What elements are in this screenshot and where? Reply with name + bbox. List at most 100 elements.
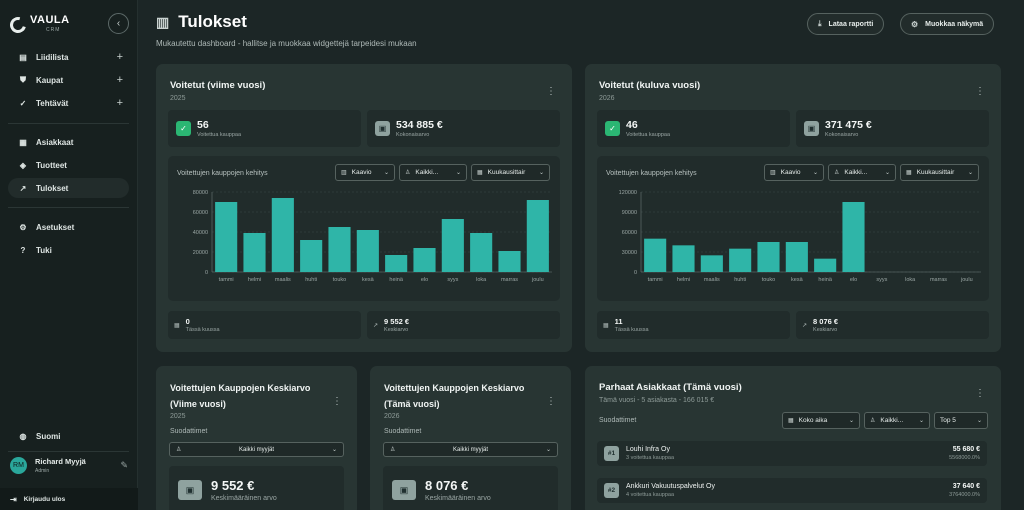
money-icon: ▣ <box>375 121 390 136</box>
building-icon: ▦ <box>19 137 27 147</box>
chart-type-select[interactable]: ▥ Kaavio ⌄ <box>335 164 395 181</box>
sidebar-item-liidilista[interactable]: ▤ Liidilista + <box>8 47 129 67</box>
more-vertical-icon[interactable]: ⋮ <box>332 396 342 407</box>
x-tick-label: loka <box>905 277 916 283</box>
customer-name: Louhi Infra Oy <box>626 446 670 453</box>
chevron-down-icon: ⌄ <box>331 447 337 453</box>
pencil-icon[interactable]: ✎ <box>120 460 128 470</box>
stat-label: Kokonaisarvo <box>396 132 430 138</box>
page-subtitle: Mukautettu dashboard - hallitse ja muokk… <box>156 39 417 48</box>
seller-filter-select[interactable]: ♙ Kaikki myyjät ⌄ <box>169 442 344 457</box>
more-vertical-icon[interactable]: ⋮ <box>975 86 985 97</box>
x-tick-label: helmi <box>248 277 261 283</box>
gear-icon: ⚙ <box>19 222 27 232</box>
card-title-line1: Voitettujen Kauppojen Keskiarvo <box>170 383 311 393</box>
sidebar-item-tuki[interactable]: ? Tuki <box>8 240 129 260</box>
chevron-down-icon: ⌄ <box>545 447 551 453</box>
card-year: 2026 <box>599 95 615 102</box>
won-count-stat: ✓ 46 Voitettua kauppaa <box>597 110 790 147</box>
download-report-button[interactable]: ⤓ Lataa raportti <box>807 13 885 35</box>
card-year: 2025 <box>170 413 186 420</box>
customer-row[interactable]: #1 Louhi Infra Oy 3 voitettua kauppaa 55 … <box>597 441 987 466</box>
x-tick-label: heinä <box>818 277 832 283</box>
bar-tammi <box>644 238 667 272</box>
y-tick-label: 40000 <box>193 230 208 236</box>
more-vertical-icon[interactable]: ⋮ <box>546 396 556 407</box>
card-subtitle: Tämä vuosi - 5 asiakasta - 166 015 € <box>599 397 715 404</box>
page-title-text: Tulokset <box>178 12 247 31</box>
seller-value: Kaikki... <box>880 417 904 424</box>
language-selector[interactable]: ◍ Suomi <box>8 426 129 446</box>
chevron-down-icon: ⌄ <box>538 170 544 176</box>
gear-icon: ⚙ <box>911 19 919 29</box>
logout-button[interactable]: ⇥ Kirjaudu ulos <box>0 488 138 510</box>
seller-select[interactable]: ♙ Kaikki... ⌄ <box>864 412 930 429</box>
x-tick-label: elo <box>421 277 428 283</box>
more-vertical-icon[interactable]: ⋮ <box>975 388 985 399</box>
total-value-stat: ▣ 371 475 € Kokonaisarvo <box>796 110 989 147</box>
bar-syys <box>441 219 464 272</box>
average-label: Keskimääräinen arvo <box>211 495 277 502</box>
rank-badge: #1 <box>604 446 619 461</box>
x-tick-label: helmi <box>677 277 690 283</box>
foot-value: 8 076 € <box>813 317 839 326</box>
more-vertical-icon[interactable]: ⋮ <box>546 86 556 97</box>
x-tick-label: huhti <box>305 277 317 283</box>
card-title: Voitetut (kuluva vuosi) <box>599 80 701 91</box>
check-icon: ✓ <box>176 121 191 136</box>
customer-row[interactable]: #2 Ankkuri Vakuutuspalvelut Oy 4 voitettu… <box>597 478 987 503</box>
seller-select[interactable]: ♙ Kaikki... ⌄ <box>399 164 467 181</box>
y-tick-label: 60000 <box>622 230 637 236</box>
seller-value: Kaikki... <box>844 169 868 176</box>
won-deals-current-year-card: Voitetut (kuluva vuosi) 2026 ⋮ ✓ 46 Voite… <box>585 64 1001 352</box>
seller-select[interactable]: ♙ Kaikki... ⌄ <box>828 164 896 181</box>
average-value: 8 076 € <box>425 478 469 493</box>
plus-icon[interactable]: + <box>116 97 123 109</box>
x-tick-label: elo <box>850 277 857 283</box>
sidebar-item-tehtavat[interactable]: ✓ Tehtävät + <box>8 93 129 113</box>
seller-filter-select[interactable]: ♙ Kaikki myyjät ⌄ <box>383 442 558 457</box>
seller-filter-value: Kaikki myyjät <box>452 446 488 453</box>
top-count-select[interactable]: Top 5 ⌄ <box>934 412 988 429</box>
user-icon: ♙ <box>834 170 840 176</box>
x-tick-label: tammi <box>648 277 663 283</box>
user-profile[interactable]: RM Richard Myyjä Admin ✎ <box>10 457 130 474</box>
bar-elo <box>413 248 436 272</box>
sidebar-item-label: Tuki <box>36 245 52 255</box>
average-value-box: ▣ 9 552 € Keskimääräinen arvo <box>169 466 344 510</box>
bar-chart-icon: ▥ <box>341 170 347 176</box>
money-icon: ▣ <box>392 480 416 500</box>
period-select[interactable]: ▦ Kuukausittair ⌄ <box>471 164 550 181</box>
calendar-icon: ▦ <box>603 322 609 329</box>
bar-chart-icon: ▥ <box>156 13 170 30</box>
language-label: Suomi <box>36 431 61 441</box>
chart-type-select[interactable]: ▥ Kaavio ⌄ <box>764 164 824 181</box>
sidebar-item-tulokset[interactable]: ↗ Tulokset <box>8 178 129 198</box>
sidebar-item-label: Tuotteet <box>36 160 67 170</box>
customize-view-button[interactable]: ⚙ Muokkaa näkymä <box>900 13 995 35</box>
brand-logo[interactable]: VAULA CRM <box>7 14 70 36</box>
bar-kesä <box>785 242 808 272</box>
plus-icon[interactable]: + <box>116 74 123 86</box>
foot-value: 11 <box>614 317 623 326</box>
time-range-select[interactable]: ▦ Koko aika ⌄ <box>782 412 860 429</box>
sidebar-item-kaupat[interactable]: ⛊ Kaupat + <box>8 70 129 90</box>
user-icon: ♙ <box>870 418 876 424</box>
chevron-down-icon: ⌄ <box>455 170 461 176</box>
sidebar-item-tuotteet[interactable]: ◈ Tuotteet <box>8 155 129 175</box>
divider <box>8 451 129 452</box>
average-stat: ↗ 8 076 € Keskiarvo <box>796 311 989 339</box>
foot-label: Tässä kuussa <box>185 327 220 333</box>
chart-type-value: Kaavio <box>351 169 372 176</box>
sidebar-item-asiakkaat[interactable]: ▦ Asiakkaat <box>8 132 129 152</box>
collapse-sidebar-button[interactable]: ‹ <box>108 13 129 34</box>
plus-icon[interactable]: + <box>116 51 123 63</box>
sidebar-item-asetukset[interactable]: ⚙ Asetukset <box>8 217 129 237</box>
card-year: 2026 <box>384 413 400 420</box>
x-tick-label: marras <box>930 277 947 283</box>
period-select[interactable]: ▦ Kuukausittair ⌄ <box>900 164 979 181</box>
rank-badge: #2 <box>604 483 619 498</box>
trend-icon: ↗ <box>373 322 379 329</box>
customer-amount: 55 680 € <box>952 446 980 453</box>
customer-percent: 5568000.0% <box>949 455 980 461</box>
